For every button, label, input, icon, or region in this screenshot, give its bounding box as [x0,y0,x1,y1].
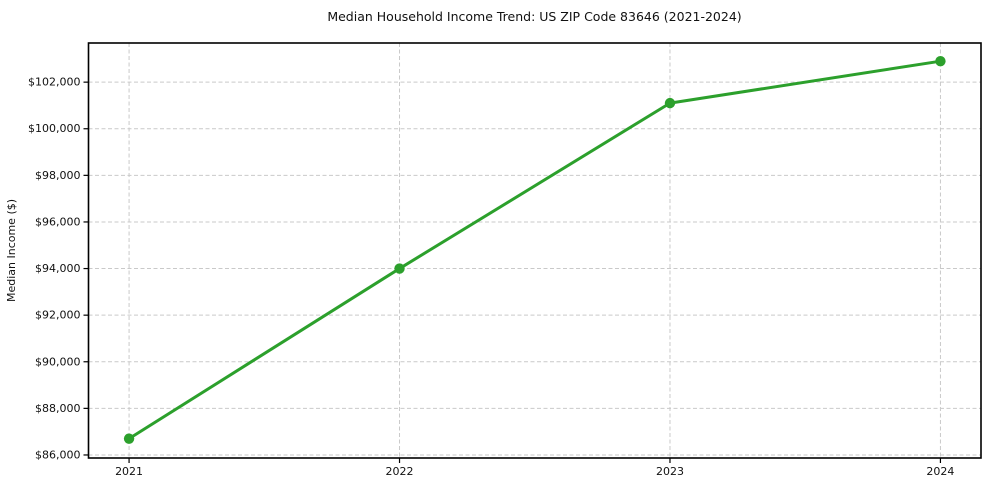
trend-line [127,59,942,441]
y-tick-label: $94,000 [35,262,81,275]
y-tick-label: $92,000 [35,309,81,322]
y-tick-label: $100,000 [28,122,81,135]
data-point-marker [123,433,135,444]
axes-frame [87,42,982,459]
data-point-marker [664,97,676,109]
y-tick-label: $86,000 [35,448,81,461]
data-point-marker [394,263,405,274]
y-tick-label: $88,000 [35,402,81,415]
y-tick-label: $102,000 [28,76,81,89]
y-tick-label: $96,000 [35,215,81,228]
data-point-marker [935,55,946,67]
y-tick-label: $98,000 [35,169,81,182]
chart-title: Median Household Income Trend: US ZIP Co… [327,9,742,24]
x-tick-label: 2021 [115,465,143,478]
x-tick-label: 2023 [656,465,684,478]
y-tick-label: $90,000 [35,355,81,368]
x-tick-label: 2024 [926,465,954,478]
y-axis-label: Median Income ($) [5,199,18,302]
x-tick-label: 2022 [386,465,414,478]
